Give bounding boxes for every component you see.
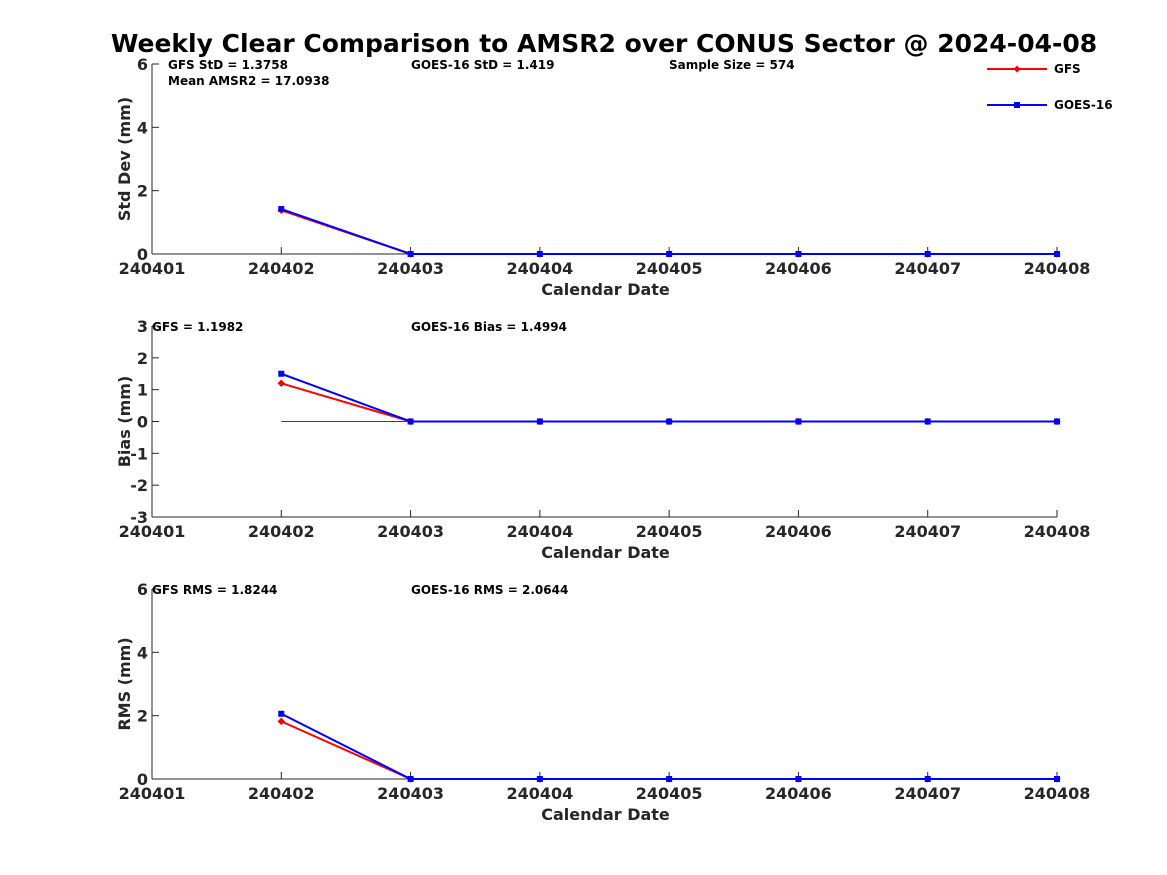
- x-tick-label: 240402: [248, 522, 315, 541]
- subplot-1: 240401 240402 240403 240404 240405 240406 2404…: [115, 55, 1090, 299]
- x-tick-label: 240408: [1024, 784, 1091, 803]
- legend-marker: [1014, 102, 1020, 108]
- y-tick-label: 2: [137, 707, 148, 726]
- x-tick-label: 240405: [636, 259, 703, 278]
- y-tick-label: 4: [137, 643, 148, 662]
- legend-entry-gfs: GFS: [987, 62, 1081, 76]
- y-tick-label: 0: [137, 770, 148, 789]
- x-axis-label: Calendar Date: [541, 543, 670, 562]
- y-tick-label: 4: [137, 118, 148, 137]
- x-tick-label: 240404: [506, 784, 573, 803]
- data-point: [536, 418, 543, 425]
- y-axis-label: RMS (mm): [115, 637, 134, 730]
- x-tick-label: 240403: [377, 259, 444, 278]
- y-tick-label: 2: [137, 182, 148, 201]
- data-point: [407, 251, 414, 257]
- x-tick-label: 240402: [248, 259, 315, 278]
- x-tick-label: 240403: [377, 522, 444, 541]
- legend: GFS GOES-16: [987, 62, 1113, 112]
- legend-entry-goes-16: GOES-16: [987, 98, 1113, 112]
- y-axis-label: Std Dev (mm): [115, 97, 134, 221]
- x-tick-label: 240405: [636, 522, 703, 541]
- annotation: GOES-16 Bias = 1.4994: [411, 320, 567, 334]
- y-axis-label: Bias (mm): [115, 376, 134, 468]
- y-tick-label: -1: [130, 444, 148, 463]
- annotation: Sample Size = 574: [669, 58, 795, 72]
- y-tick-label: 1: [137, 381, 148, 400]
- series-goes-16: [278, 710, 1060, 782]
- legend-label: GOES-16: [1054, 98, 1113, 112]
- y-tick-label: 6: [137, 580, 148, 599]
- x-tick-label: 240404: [506, 522, 573, 541]
- data-point: [277, 379, 286, 388]
- data-point: [924, 418, 931, 425]
- x-tick-label: 240408: [1024, 522, 1091, 541]
- y-tick-label: 0: [137, 245, 148, 264]
- data-point: [795, 418, 802, 425]
- y-tick-label: 0: [137, 413, 148, 432]
- data-point: [924, 776, 931, 782]
- x-axis-label: Calendar Date: [541, 805, 670, 824]
- data-point: [666, 418, 673, 425]
- data-point: [536, 251, 543, 257]
- legend-label: GFS: [1054, 62, 1081, 76]
- y-tick-label: -2: [130, 476, 148, 495]
- x-tick-label: 240408: [1024, 259, 1091, 278]
- x-tick-label: 240403: [377, 784, 444, 803]
- series-goes-16: [278, 370, 1060, 425]
- data-point: [1054, 251, 1060, 257]
- annotation: GFS = 1.1982: [152, 320, 243, 334]
- x-tick-label: 240402: [248, 784, 315, 803]
- data-point: [407, 418, 414, 425]
- x-tick-label: 240401: [119, 522, 186, 541]
- x-tick-label: 240406: [765, 522, 832, 541]
- annotation: GFS RMS = 1.8244: [152, 583, 277, 597]
- y-tick-label: 3: [137, 317, 148, 336]
- data-point: [278, 710, 285, 717]
- x-tick-label: 240407: [894, 522, 961, 541]
- annotation: Mean AMSR2 = 17.0938: [168, 74, 329, 88]
- data-point: [278, 370, 285, 377]
- data-point: [277, 717, 286, 726]
- x-axis-label: Calendar Date: [541, 280, 670, 299]
- x-tick-label: 240401: [119, 784, 186, 803]
- figure-title: Weekly Clear Comparison to AMSR2 over CO…: [111, 29, 1097, 58]
- y-tick-label: 6: [137, 55, 148, 74]
- legend-marker: [1013, 65, 1021, 73]
- plots-group: 240401 240402 240403 240404 240405 240406 2404…: [115, 55, 1090, 824]
- data-point: [407, 776, 414, 782]
- y-tick-label: 2: [137, 349, 148, 368]
- data-point: [666, 251, 673, 257]
- x-tick-label: 240401: [119, 259, 186, 278]
- x-tick-label: 240407: [894, 259, 961, 278]
- y-tick-label: -3: [130, 508, 148, 527]
- data-point: [1054, 418, 1060, 425]
- subplot-3: 240401 240402 240403 240404 240405 240406 2404…: [115, 580, 1090, 824]
- annotation: GOES-16 RMS = 2.0644: [411, 583, 568, 597]
- data-point: [795, 776, 802, 782]
- subplot-2: 240401 240402 240403 240404 240405 240406 2404…: [115, 317, 1090, 562]
- data-point: [795, 251, 802, 257]
- data-point: [1054, 776, 1060, 782]
- x-tick-label: 240406: [765, 259, 832, 278]
- data-point: [278, 206, 285, 213]
- annotation: GFS StD = 1.3758: [168, 58, 288, 72]
- x-tick-label: 240407: [894, 784, 961, 803]
- data-point: [924, 251, 931, 257]
- x-tick-label: 240405: [636, 784, 703, 803]
- data-point: [536, 776, 543, 782]
- x-tick-label: 240406: [765, 784, 832, 803]
- data-point: [666, 776, 673, 782]
- series-goes-16: [278, 206, 1060, 257]
- annotation: GOES-16 StD = 1.419: [411, 58, 554, 72]
- x-tick-label: 240404: [506, 259, 573, 278]
